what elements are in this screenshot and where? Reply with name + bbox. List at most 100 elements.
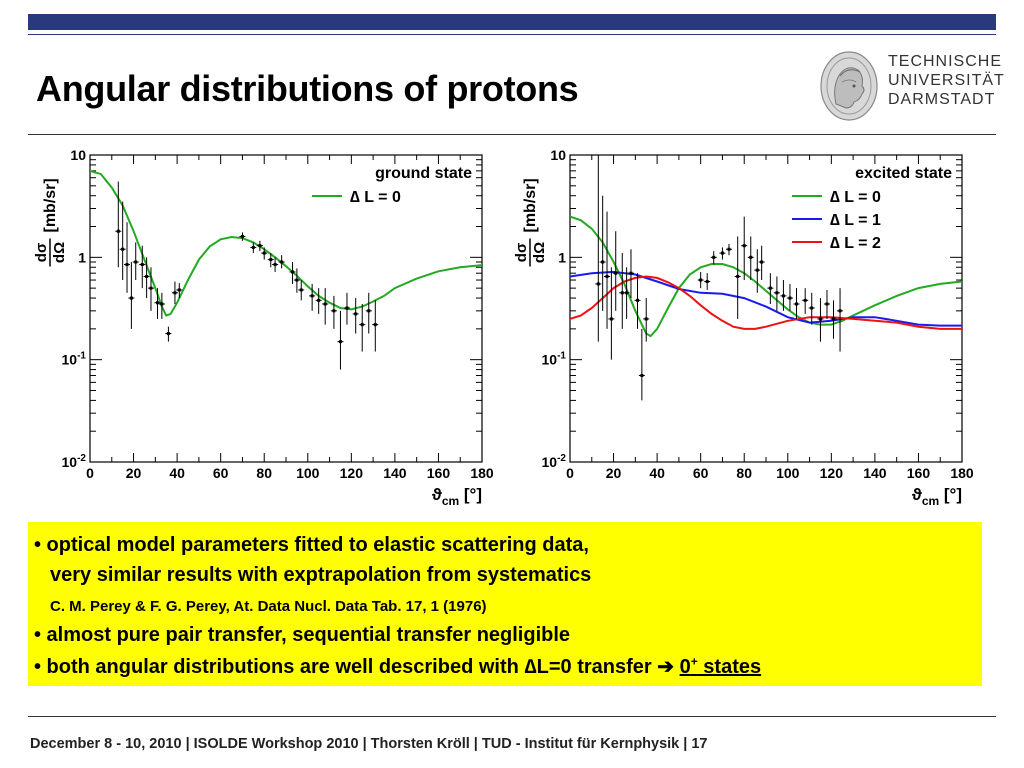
bullet-1-line-2: very similar results with exptrapolation… (50, 564, 592, 586)
legend-label-1: ∆ L = 0 (350, 189, 401, 206)
data-point (269, 258, 273, 262)
footer-separator (28, 716, 996, 717)
x-label-unit: [°] (459, 485, 482, 504)
x-label-symbol: ϑ (432, 485, 442, 504)
bullet-3-state-post: states (697, 656, 762, 678)
data-point (177, 288, 181, 292)
data-point (625, 291, 629, 295)
data-point (755, 268, 759, 272)
x-axis-label: ϑcm [°] (912, 485, 962, 508)
series-line-2 (570, 270, 962, 327)
data-point (699, 278, 703, 282)
x-tick-label: 20 (606, 465, 622, 481)
bullet-3-state-sup: + (690, 654, 698, 669)
data-point (134, 260, 138, 264)
logo-text: TECHNISCHE UNIVERSITÄT DARMSTADT (888, 52, 1005, 109)
legend-label-3: ∆ L = 2 (830, 235, 881, 252)
chart-excited-state: 0 20 40 60 80 100 120 140 160 180 10 1 10-1 10-2 dσ dΩ[… (500, 140, 1000, 510)
x-tick-label: 120 (820, 465, 844, 481)
x-tick-label: 100 (296, 465, 320, 481)
data-point (640, 374, 644, 378)
data-point (832, 317, 836, 321)
x-tick-label: 60 (693, 465, 709, 481)
data-point (794, 302, 798, 306)
y-tick-label: 10-1 (542, 351, 567, 368)
x-tick-label: 20 (126, 465, 142, 481)
series-line-3 (570, 275, 962, 330)
slide-title: Angular distributions of protons (36, 68, 579, 109)
y-tick-label: 1 (78, 249, 86, 265)
legend-title: excited state (855, 165, 952, 182)
data-point (121, 247, 125, 251)
x-tick-label: 60 (213, 465, 229, 481)
data-point (601, 260, 605, 264)
x-tick-label: 0 (86, 465, 94, 481)
y-label-numerator: dσ (513, 243, 530, 262)
data-point (373, 323, 377, 327)
data-point (803, 298, 807, 302)
data-point (323, 302, 327, 306)
data-point (310, 294, 314, 298)
x-tick-label: 120 (340, 465, 364, 481)
x-tick-label: 160 (427, 465, 451, 481)
data-point (156, 301, 160, 305)
data-point (129, 296, 133, 300)
y-tick-base: 10 (550, 147, 566, 163)
data-point (251, 245, 255, 249)
data-point (818, 317, 822, 321)
x-label-subscript: cm (442, 494, 459, 508)
y-axis-label: dσ dΩ [mb/sr] (33, 178, 68, 267)
y-tick-base: 1 (78, 249, 86, 265)
bullet-1-reference: C. M. Perey & F. G. Perey, At. Data Nucl… (50, 598, 487, 615)
data-point (258, 244, 262, 248)
series-line-1 (570, 215, 962, 338)
data-point (145, 274, 149, 278)
data-point (636, 298, 640, 302)
y-tick-label: 10-2 (62, 453, 87, 470)
y-tick-base: 10 (542, 454, 558, 470)
x-tick-label: 180 (950, 465, 974, 481)
y-tick-label: 10 (550, 147, 566, 163)
y-label-denominator: dΩ (51, 242, 68, 263)
bullet-3-mid: L=0 transfer (536, 656, 658, 678)
data-point (788, 296, 792, 300)
data-point (705, 280, 709, 284)
data-point (149, 286, 153, 290)
logo-line-3: DARMSTADT (888, 91, 996, 108)
y-tick-label: 10-2 (542, 453, 567, 470)
data-point (712, 255, 716, 259)
data-point (299, 288, 303, 292)
chart-ground-state: 0 20 40 60 80 100 120 140 160 180 10 1 10-1 10-2 dσ dΩ[… (20, 140, 520, 510)
x-axis-label: ϑcm [°] (432, 485, 482, 508)
data-point (338, 340, 342, 344)
data-point (116, 229, 120, 233)
data-point (360, 323, 364, 327)
y-label-denominator: dΩ (531, 242, 548, 263)
y-tick-exponent: -1 (77, 351, 86, 362)
data-point (596, 282, 600, 286)
legend-title: ground state (375, 165, 472, 182)
data-point (262, 251, 266, 255)
data-point (810, 306, 814, 310)
logo-line-1: TECHNISCHE (888, 53, 1003, 70)
data-point (620, 291, 624, 295)
data-point (605, 274, 609, 278)
x-tick-label: 140 (863, 465, 887, 481)
university-logo: TECHNISCHE UNIVERSITÄT DARMSTADT (818, 46, 1004, 130)
arrow-right-icon: ➔ (657, 656, 675, 678)
data-point (768, 286, 772, 290)
x-tick-label: 140 (383, 465, 407, 481)
data-point (125, 263, 129, 267)
plot-frame (89, 154, 483, 463)
logo-line-2: UNIVERSITÄT (888, 72, 1005, 89)
data-point (240, 234, 244, 238)
plot-area (90, 169, 482, 370)
header-line (28, 34, 996, 35)
y-tick-label: 10-1 (62, 351, 87, 368)
bullet-3-delta: ∆ (524, 656, 537, 678)
data-point (354, 312, 358, 316)
data-point (609, 317, 613, 321)
x-tick-label: 100 (776, 465, 800, 481)
